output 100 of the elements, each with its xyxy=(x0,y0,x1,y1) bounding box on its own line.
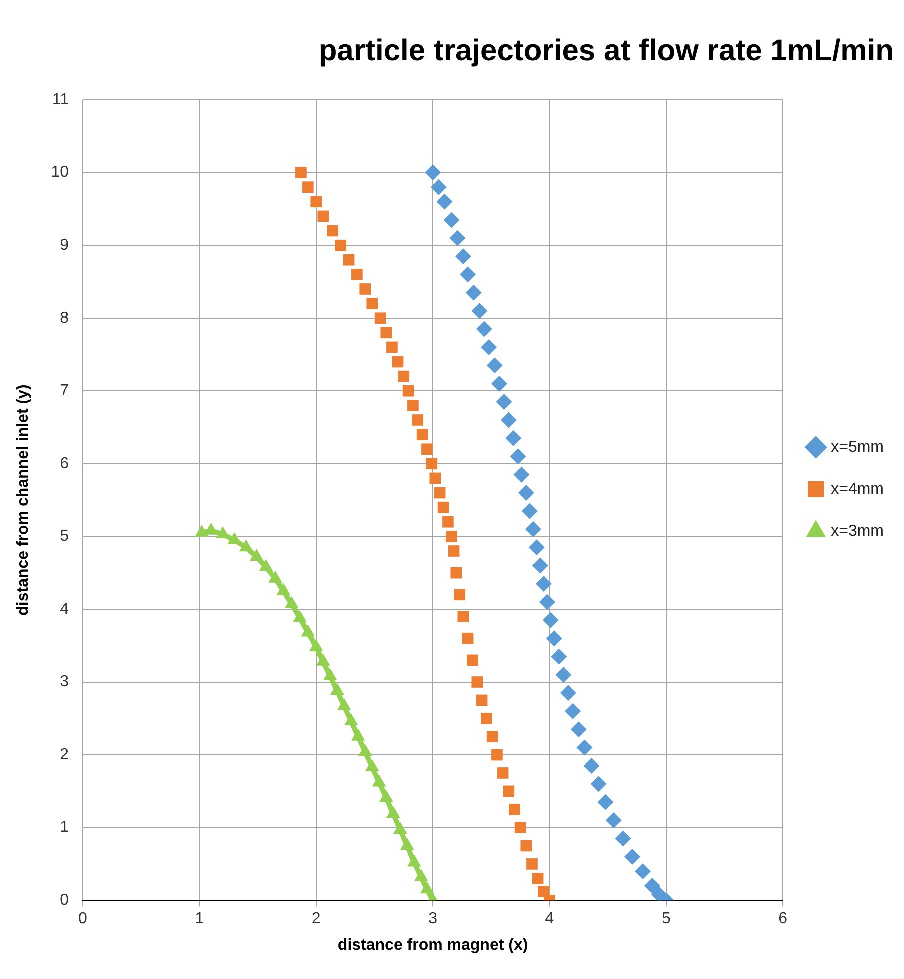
point xyxy=(408,400,419,412)
point xyxy=(458,611,470,622)
point xyxy=(590,776,607,792)
point xyxy=(528,540,545,556)
point xyxy=(386,342,398,354)
point xyxy=(551,648,568,665)
point xyxy=(532,873,544,884)
point xyxy=(542,612,559,628)
y-tick-label: 0 xyxy=(60,892,70,910)
x-tick-label: 6 xyxy=(778,910,788,928)
y-tick-label: 11 xyxy=(52,91,70,108)
point xyxy=(492,749,503,761)
point xyxy=(426,458,438,470)
chart-title: particle trajectories at flow rate 1mL/min xyxy=(318,34,894,68)
point xyxy=(318,210,330,222)
point xyxy=(442,516,454,528)
point xyxy=(374,312,386,324)
point xyxy=(448,546,460,557)
point xyxy=(496,394,512,410)
x-tick-label: 2 xyxy=(312,910,321,928)
point xyxy=(450,567,462,579)
point xyxy=(430,179,447,196)
point xyxy=(481,712,492,724)
point xyxy=(436,194,453,210)
x-tick-label: 1 xyxy=(195,910,204,928)
y-tick-label: 1 xyxy=(60,819,70,836)
point xyxy=(481,339,498,356)
point xyxy=(570,722,587,738)
point xyxy=(352,269,363,280)
point xyxy=(520,840,532,852)
point xyxy=(327,225,338,237)
point xyxy=(546,630,562,647)
point xyxy=(434,487,446,499)
point xyxy=(462,632,474,644)
point xyxy=(514,822,526,834)
legend-label: x=4mm xyxy=(831,480,884,498)
y-tick-label: 6 xyxy=(60,455,70,472)
point xyxy=(380,327,392,339)
x-tick-label: 0 xyxy=(78,910,88,928)
point xyxy=(476,321,492,338)
point xyxy=(402,385,414,397)
point xyxy=(466,284,482,301)
point xyxy=(416,429,428,440)
legend-label: x=3mm xyxy=(831,522,884,540)
point xyxy=(644,878,660,894)
point xyxy=(522,503,538,520)
point xyxy=(497,768,509,779)
y-tick-label: 4 xyxy=(60,600,70,618)
point xyxy=(510,448,526,465)
point xyxy=(422,444,433,456)
point xyxy=(425,164,442,181)
point xyxy=(392,356,404,368)
y-tick-label: 9 xyxy=(60,236,70,254)
point xyxy=(472,303,488,320)
point xyxy=(518,485,534,502)
point xyxy=(556,666,572,683)
x-tick-label: 3 xyxy=(428,910,438,928)
point xyxy=(606,812,622,829)
point xyxy=(454,589,466,601)
y-tick-label: 5 xyxy=(60,528,70,546)
point xyxy=(624,848,641,865)
point xyxy=(296,167,307,178)
point xyxy=(509,804,520,816)
point xyxy=(615,830,632,847)
point xyxy=(460,266,476,283)
point xyxy=(302,182,314,193)
point xyxy=(506,430,522,446)
point xyxy=(492,376,508,392)
point xyxy=(536,576,552,592)
point xyxy=(444,212,460,228)
point xyxy=(467,654,478,666)
point xyxy=(565,703,582,720)
point xyxy=(343,254,355,266)
point xyxy=(500,412,517,428)
point xyxy=(446,531,458,542)
legend-label: x=5mm xyxy=(831,438,884,456)
point xyxy=(503,786,515,798)
y-tick-label: 10 xyxy=(51,164,70,182)
y-tick-label: 7 xyxy=(60,382,70,400)
point xyxy=(360,284,372,295)
point xyxy=(560,685,576,702)
point xyxy=(486,358,503,374)
x-tick-label: 4 xyxy=(545,910,554,928)
y-axis-title: distance from channel inlet (y) xyxy=(15,384,32,616)
x-axis-title: distance from magnet (x) xyxy=(338,936,528,954)
point xyxy=(412,414,424,426)
y-tick-label: 8 xyxy=(60,310,70,327)
point xyxy=(450,230,466,246)
point xyxy=(486,731,498,742)
point xyxy=(635,863,652,880)
point xyxy=(366,298,378,310)
point xyxy=(584,758,600,774)
point xyxy=(514,466,530,483)
point xyxy=(310,196,322,208)
x-tick-label: 5 xyxy=(662,910,671,928)
point xyxy=(525,521,542,538)
y-tick-label: 3 xyxy=(60,674,70,691)
point xyxy=(476,694,488,706)
point xyxy=(438,502,450,514)
point xyxy=(430,472,442,484)
